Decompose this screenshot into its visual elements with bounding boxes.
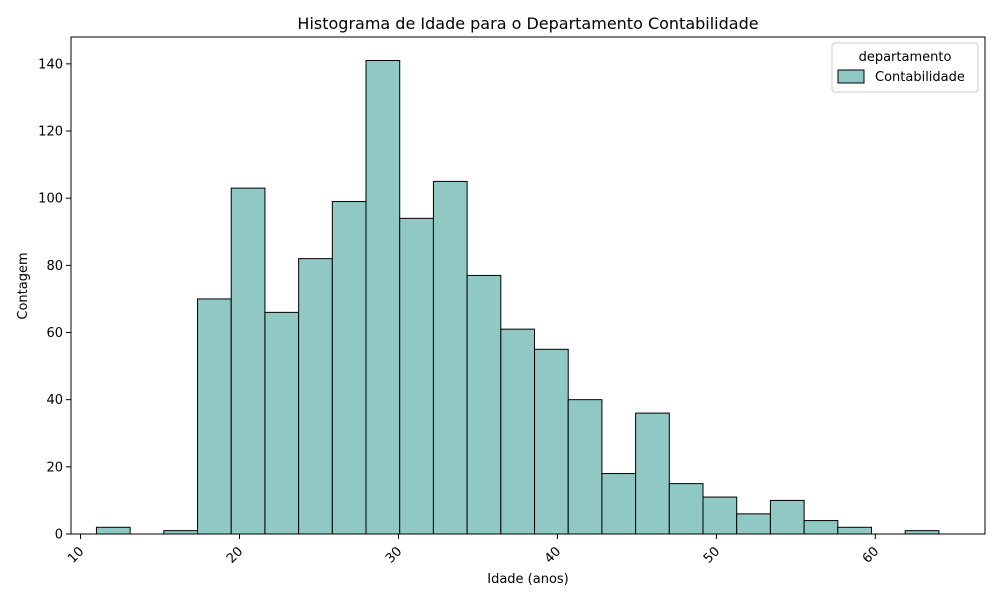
legend: departamento Contabilidade <box>831 42 979 93</box>
histogram-bar-21 <box>803 520 839 535</box>
y-tick-label-80: 80 <box>46 259 63 274</box>
legend-entry-label: Contabilidade <box>875 70 965 85</box>
bars-group <box>95 60 940 535</box>
histogram-bar-20 <box>769 499 805 535</box>
legend-frame <box>831 42 979 93</box>
x-tick-label-30: 30 <box>383 544 405 566</box>
histogram-bar-12 <box>500 328 536 535</box>
y-tick-label-40: 40 <box>46 393 63 408</box>
histogram-bar-22 <box>837 526 873 535</box>
x-tick-label-40: 40 <box>542 544 564 566</box>
y-tick-label-20: 20 <box>46 460 63 475</box>
x-tick-label-10: 10 <box>65 544 87 566</box>
histogram-bar-24 <box>904 530 940 535</box>
histogram-bar-0 <box>95 526 131 535</box>
axes-group <box>70 36 986 535</box>
y-tick-label-140: 140 <box>38 57 63 72</box>
x-ticks-group: 10 20 30 40 50 60 <box>65 534 882 567</box>
histogram-bar-6 <box>298 258 333 535</box>
y-tick-label-0: 0 <box>55 528 63 543</box>
histogram-bar-18 <box>702 496 738 535</box>
legend-title: departamento <box>859 50 952 65</box>
histogram-bar-9 <box>399 217 434 535</box>
y-tick-label-120: 120 <box>38 125 63 140</box>
y-ticks-group: 0 20 40 60 80 100 120 140 <box>38 57 71 543</box>
histogram-bar-11 <box>466 274 502 535</box>
y-tick-label-60: 60 <box>46 326 63 341</box>
histogram-bar-2 <box>163 530 199 535</box>
histogram-bar-14 <box>567 399 603 535</box>
histogram-bar-5 <box>264 311 300 535</box>
plot-frame <box>70 36 986 535</box>
histogram-bar-4 <box>230 187 266 535</box>
histogram-bar-16 <box>635 412 670 535</box>
x-tick-label-60: 60 <box>860 544 882 566</box>
histogram-bar-10 <box>432 180 468 535</box>
y-tick-label-100: 100 <box>38 192 63 207</box>
legend-swatch <box>837 69 865 84</box>
histogram-bar-15 <box>601 473 637 535</box>
x-axis-label: Idade (anos) <box>487 572 569 587</box>
histogram-bar-17 <box>668 483 704 535</box>
y-axis-label: Contagem <box>16 252 31 319</box>
x-tick-label-50: 50 <box>701 544 723 566</box>
histogram-bar-3 <box>197 298 232 535</box>
histogram-bar-7 <box>331 201 367 535</box>
histogram-bar-8 <box>365 60 401 535</box>
histogram-bar-13 <box>534 348 569 535</box>
histogram-bar-19 <box>736 513 771 535</box>
x-tick-label-20: 20 <box>224 544 246 566</box>
chart-title: Histograma de Idade para o Departamento … <box>297 14 758 33</box>
